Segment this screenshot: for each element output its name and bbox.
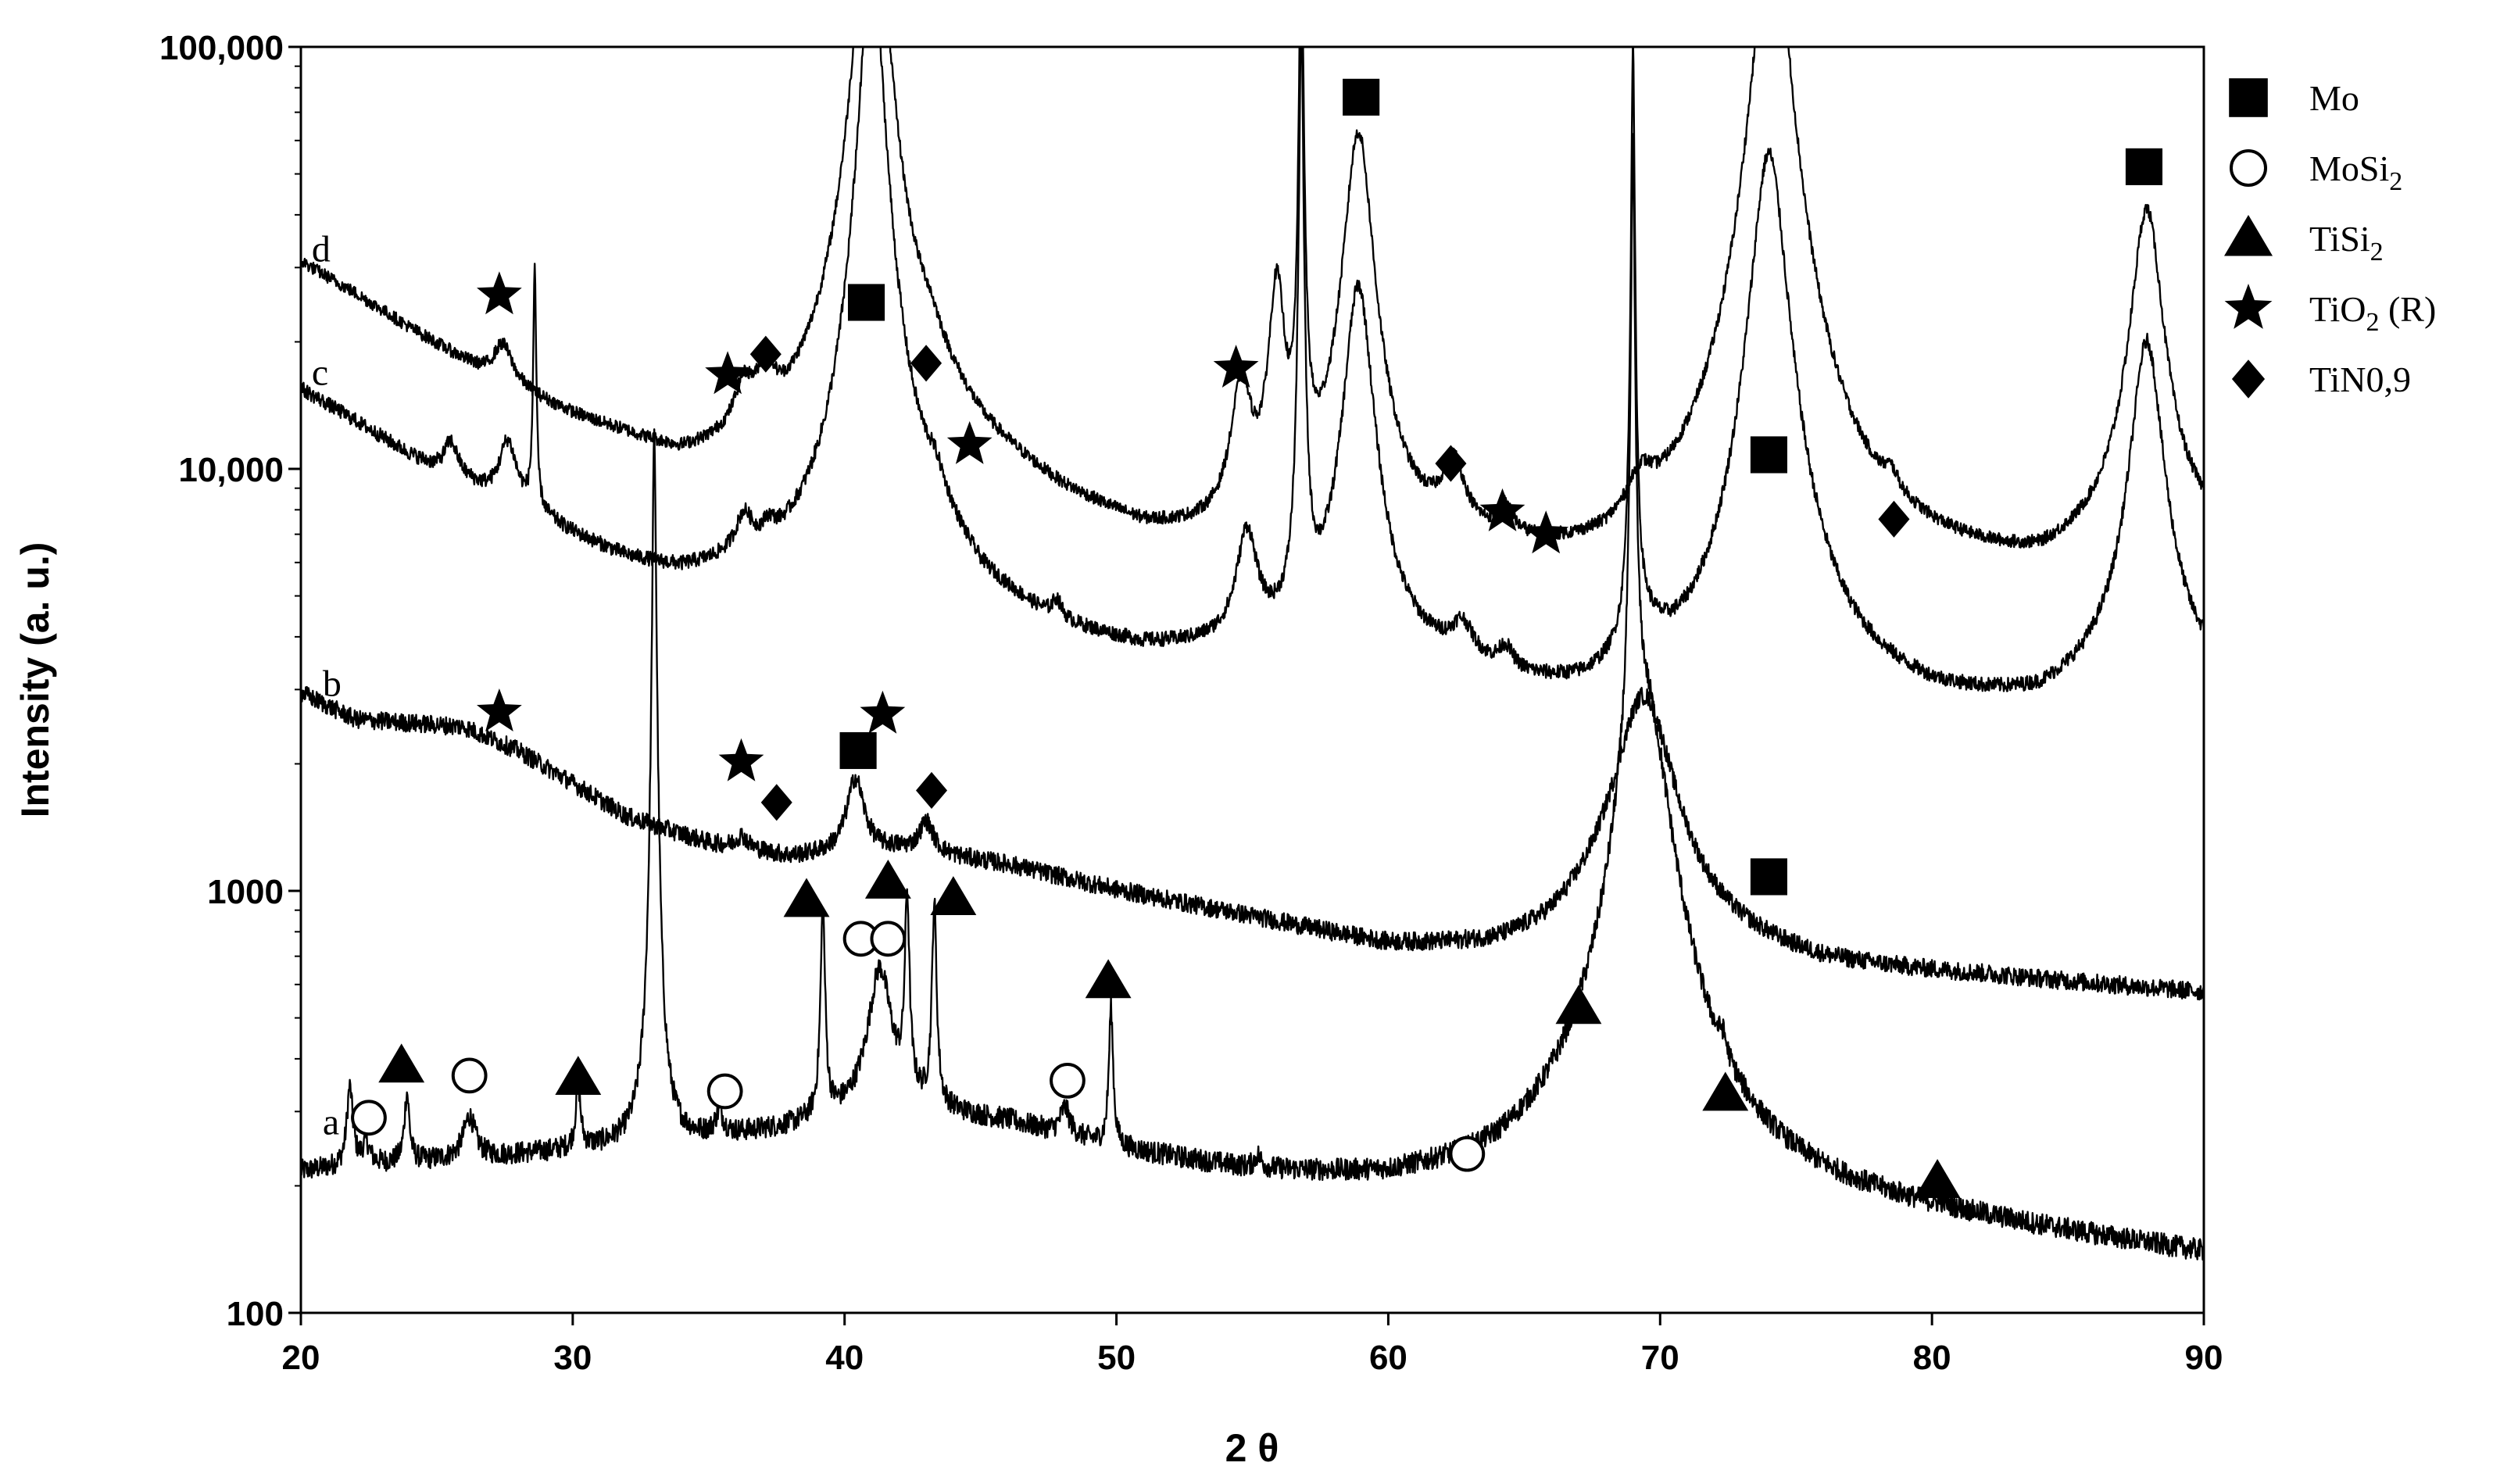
series-line-d (301, 47, 2204, 549)
filled-square-marker (847, 284, 885, 321)
filled-triangle-marker (1702, 1071, 1749, 1111)
series-label-c: c (312, 352, 328, 394)
filled-diamond-marker (749, 335, 782, 373)
legend: Mo MoSi2 TiSi2 TiO2 (R) TiN0,9 (2224, 78, 2436, 399)
filled-triangle-marker (864, 860, 911, 899)
legend-label: Mo (2309, 78, 2359, 118)
series-labels: a b c d (312, 229, 342, 1143)
series-line-b (301, 685, 2204, 1001)
legend-filled-star-icon (2224, 284, 2273, 329)
filled-star-marker (1523, 510, 1569, 554)
x-tick-label: 80 (1913, 1339, 1951, 1377)
x-axis: 20 30 40 50 60 70 80 90 (282, 1313, 2223, 1377)
legend-filled-square-icon (2229, 78, 2268, 117)
y-tick-label: 100,000 (159, 29, 284, 67)
x-tick-label: 50 (1097, 1339, 1136, 1377)
y-tick-label: 10,000 (178, 451, 284, 489)
filled-triangle-marker (555, 1056, 602, 1095)
filled-diamond-marker (910, 345, 942, 382)
filled-triangle-marker (1085, 959, 1132, 999)
filled-diamond-marker (1878, 500, 1910, 538)
x-tick-label: 70 (1641, 1339, 1679, 1377)
filled-star-marker (946, 420, 993, 464)
series-line-c (301, 47, 2204, 692)
open-circle-marker (706, 1073, 743, 1110)
filled-star-marker (477, 271, 522, 315)
y-tick-label: 1000 (207, 873, 284, 911)
x-tick-label: 20 (282, 1339, 320, 1377)
filled-diamond-marker (760, 784, 792, 821)
filled-square-marker (1343, 78, 1380, 116)
filled-square-marker (1750, 436, 1787, 474)
y-axis-title: Intensity (a. u.) (13, 542, 57, 818)
legend-label: TiN0,9 (2309, 359, 2411, 399)
legend-label: TiSi2 (2309, 219, 2384, 266)
filled-triangle-marker (1914, 1159, 1961, 1199)
legend-label: TiO2 (R) (2309, 289, 2436, 337)
filled-star-marker (477, 688, 522, 731)
series-line-a (301, 133, 2204, 1261)
filled-star-marker (1479, 488, 1525, 531)
filled-triangle-marker (783, 878, 830, 917)
x-tick-label: 90 (2185, 1339, 2223, 1377)
filled-diamond-marker (1435, 445, 1467, 482)
legend-label: MoSi2 (2309, 148, 2402, 196)
filled-star-marker (860, 690, 906, 734)
series-label-b: b (323, 663, 342, 704)
filled-diamond-marker (916, 771, 948, 810)
x-tick-label: 40 (825, 1339, 864, 1377)
legend-filled-triangle-icon (2224, 215, 2273, 256)
x-tick-label: 30 (553, 1339, 592, 1377)
open-circle-marker (1050, 1062, 1086, 1099)
plot-frame (299, 45, 2205, 1314)
filled-triangle-marker (378, 1043, 425, 1083)
open-circle-marker (451, 1057, 488, 1094)
series-label-d: d (312, 229, 331, 270)
y-tick-label: 100 (227, 1295, 284, 1333)
filled-star-marker (705, 351, 750, 395)
filled-square-marker (2125, 148, 2163, 185)
x-axis-title: 2 θ (1225, 1426, 1279, 1470)
filled-star-marker (718, 738, 764, 781)
peak-markers (351, 78, 2163, 1199)
y-axis: 100 1000 10,000 100,000 (159, 29, 301, 1333)
filled-square-marker (839, 731, 877, 770)
open-circle-marker (351, 1100, 387, 1136)
legend-filled-diamond-icon (2231, 359, 2266, 399)
filled-star-marker (1213, 345, 1259, 388)
filled-triangle-marker (1555, 985, 1602, 1024)
series-group (301, 47, 2204, 1261)
filled-square-marker (1750, 858, 1787, 896)
open-circle-marker (870, 921, 907, 957)
open-circle-marker (1449, 1135, 1486, 1172)
x-tick-label: 60 (1369, 1339, 1407, 1377)
filled-triangle-marker (930, 876, 977, 915)
series-label-a: a (323, 1101, 339, 1143)
legend-open-circle-icon (2230, 149, 2267, 187)
